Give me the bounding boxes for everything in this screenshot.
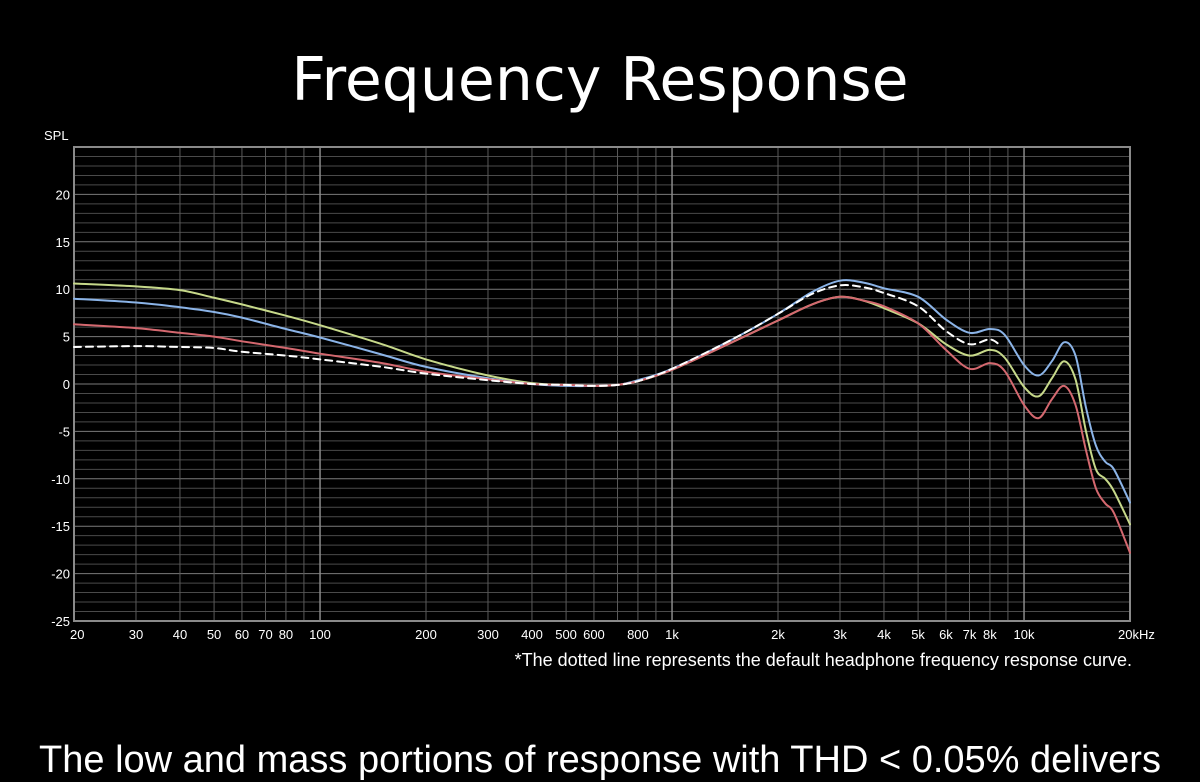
x-tick-label: 60	[235, 627, 249, 642]
x-tick-label: 3k	[833, 627, 847, 642]
x-tick-label: 80	[279, 627, 293, 642]
x-tick-label: 100	[309, 627, 331, 642]
x-tick-label: 40	[173, 627, 187, 642]
footnote: *The dotted line represents the default …	[514, 650, 1132, 670]
plot-frame	[73, 146, 1131, 622]
x-tick-label: 1k	[665, 627, 679, 642]
y-tick-label: -15	[51, 519, 70, 534]
series-line	[73, 295, 1131, 554]
chart-title: Frequency Response	[291, 45, 909, 115]
y-tick-label: 10	[56, 282, 70, 297]
y-tick-label: -20	[51, 567, 70, 582]
x-tick-label: 50	[207, 627, 221, 642]
x-tick-label: 8k	[983, 627, 997, 642]
x-tick-label: 20kHz	[1118, 627, 1155, 642]
x-tick-label: 600	[583, 627, 605, 642]
x-tick-label: 500	[555, 627, 577, 642]
x-tick-label: 7k	[963, 627, 977, 642]
default-curve-line	[73, 284, 1002, 387]
series-group	[73, 279, 1131, 554]
x-tick-label: 300	[477, 627, 499, 642]
y-tick-label: -25	[51, 614, 70, 629]
x-tick-label: 4k	[877, 627, 891, 642]
x-tick-label: 20	[70, 627, 84, 642]
series-line	[73, 279, 1131, 504]
x-tick-label: 30	[129, 627, 143, 642]
x-tick-label: 10k	[1014, 627, 1035, 642]
x-tick-label: 6k	[939, 627, 953, 642]
y-tick-label: -5	[58, 424, 70, 439]
x-tick-label: 2k	[771, 627, 785, 642]
x-tick-label: 800	[627, 627, 649, 642]
y-axis-label: SPL	[44, 128, 69, 143]
x-tick-label: 400	[521, 627, 543, 642]
y-tick-label: 0	[63, 377, 70, 392]
y-tick-label: -10	[51, 472, 70, 487]
bottom-caption: The low and mass portions of response wi…	[39, 739, 1161, 781]
x-tick-label: 200	[415, 627, 437, 642]
y-tick-label: 15	[56, 235, 70, 250]
y-tick-label: 20	[56, 187, 70, 202]
x-tick-label: 5k	[911, 627, 925, 642]
y-tick-label: 5	[63, 330, 70, 345]
x-tick-label: 70	[258, 627, 272, 642]
grid	[74, 147, 1130, 621]
